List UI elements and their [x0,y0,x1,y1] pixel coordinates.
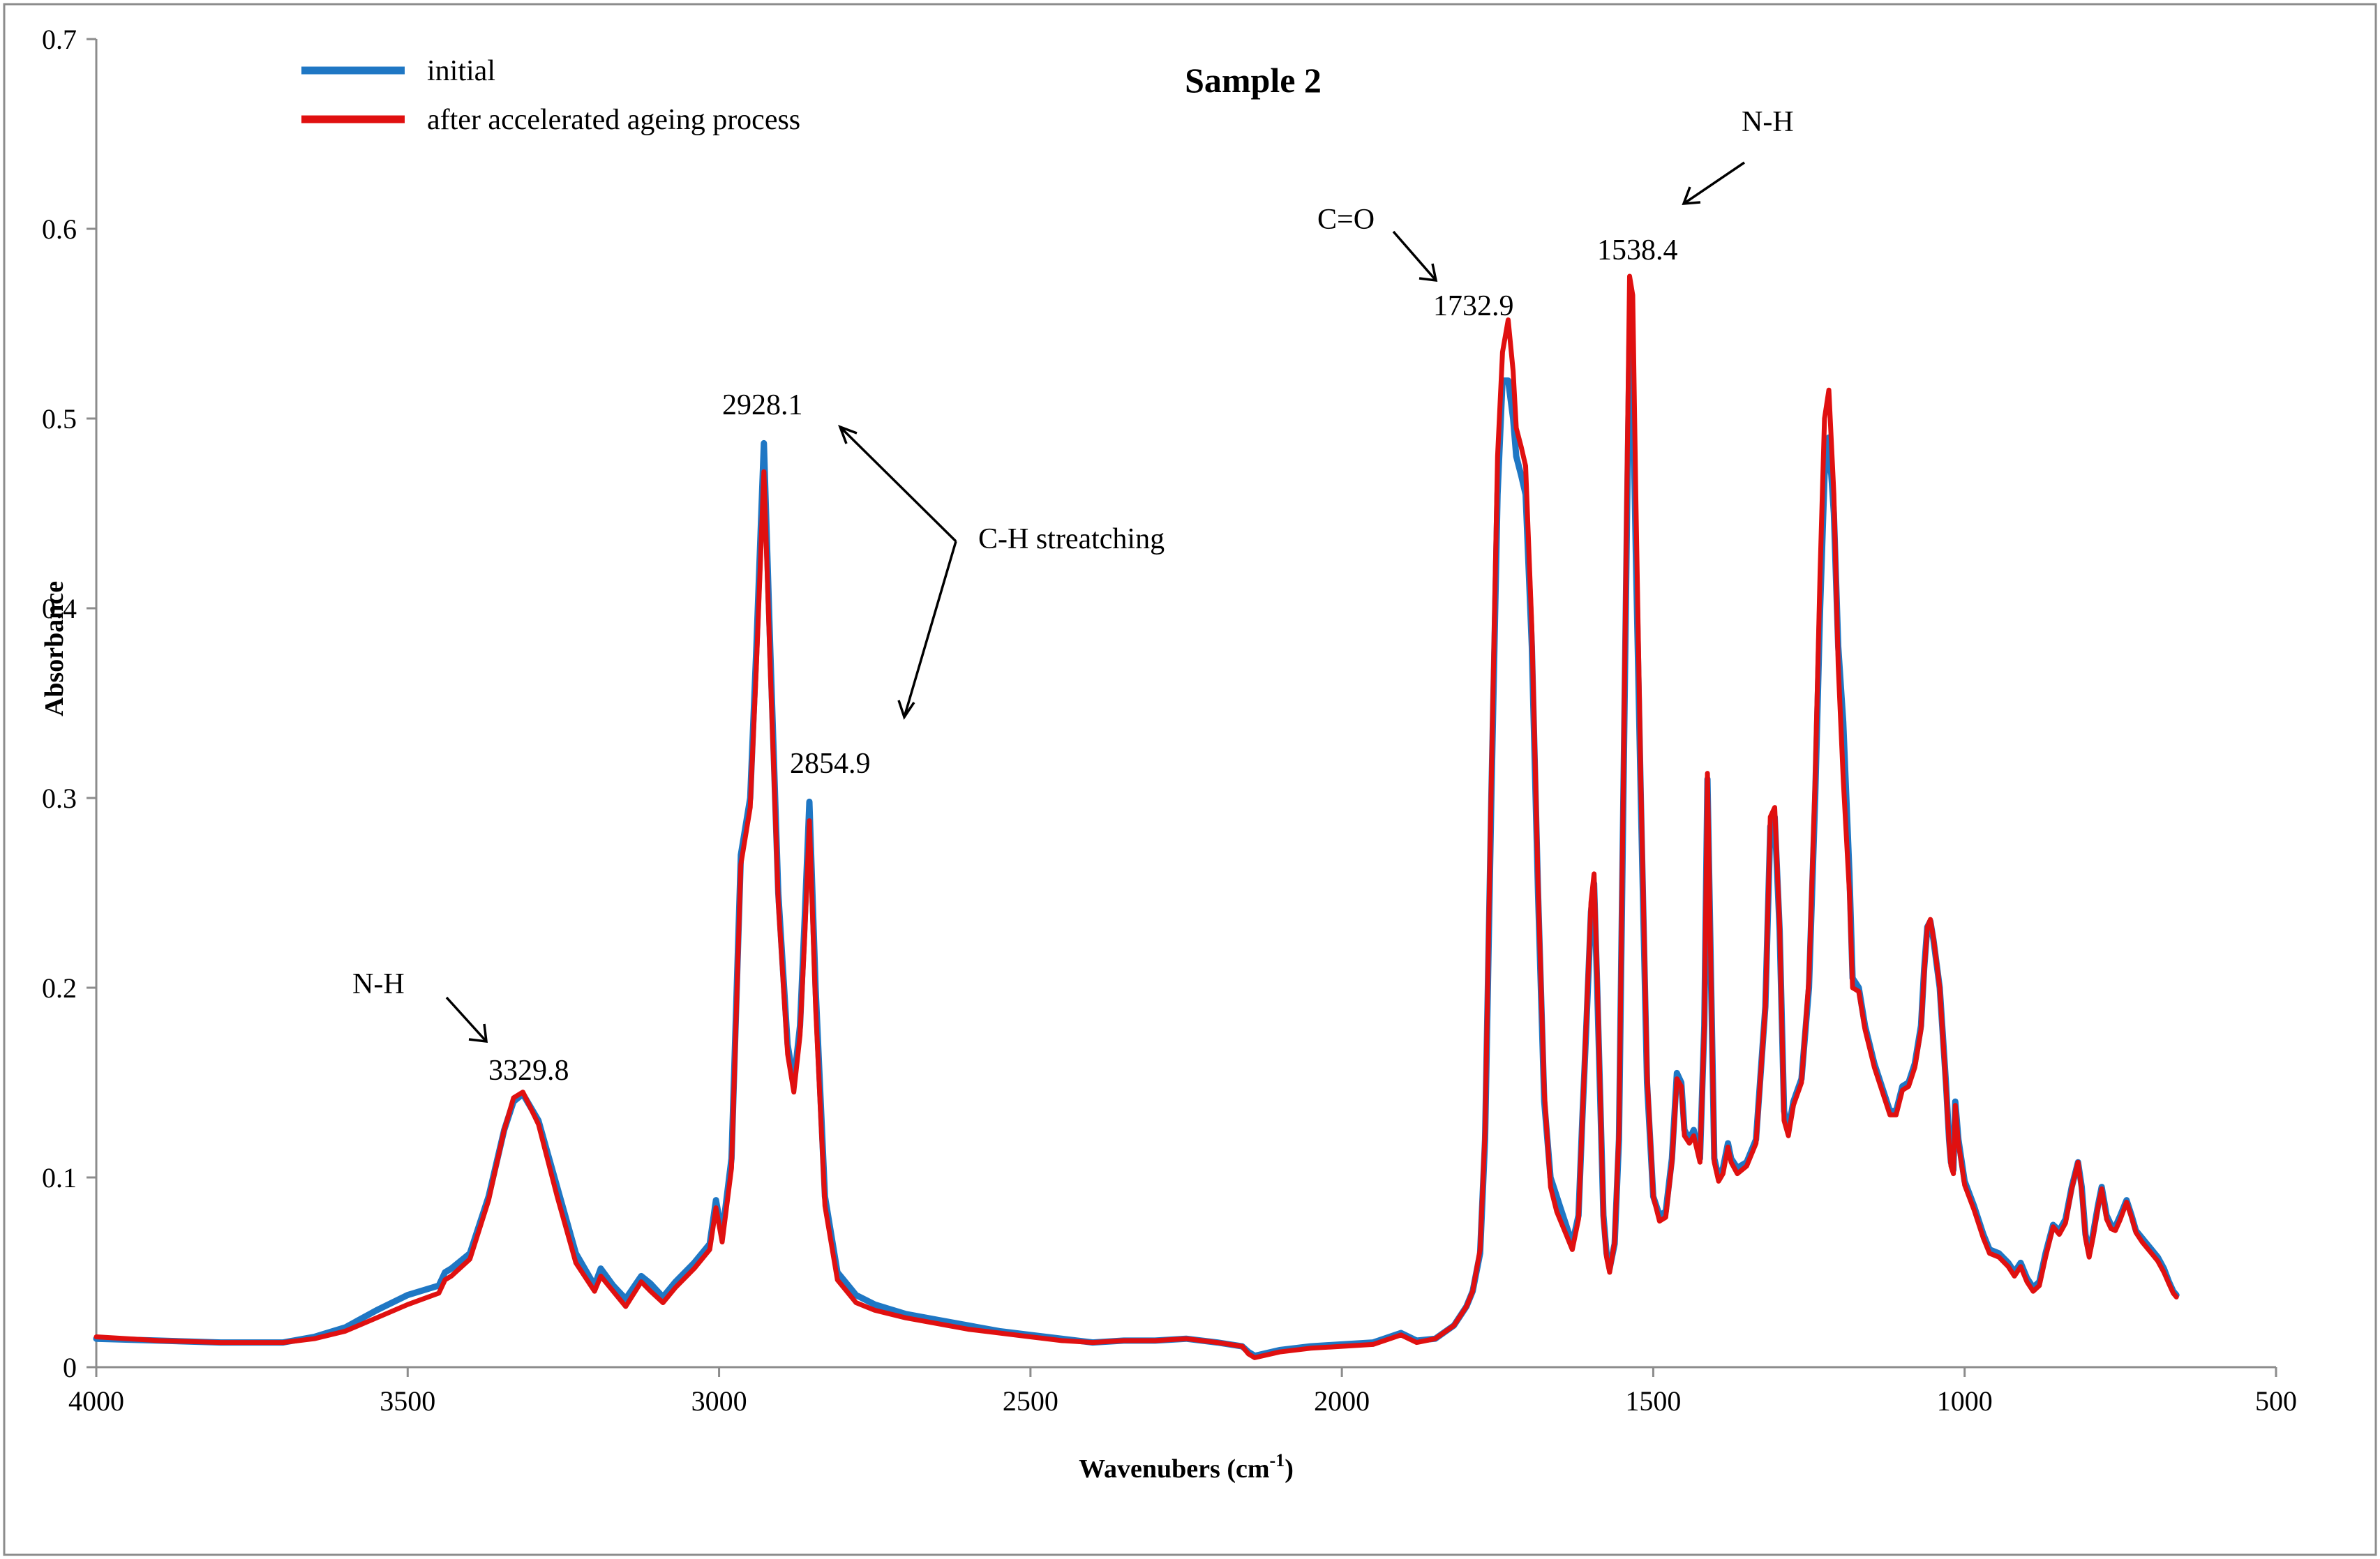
y-ticks: 0 0.1 0.2 0.3 0.4 0.5 0.6 0.7 [42,24,96,1383]
peak-label-3329: 3329.8 [488,1055,569,1087]
annotation-co-arrow [1392,230,1437,282]
annotation-ch-arrow-up [839,425,957,543]
chart-title: Sample 2 [1185,61,1322,100]
legend-label-aged: after accelerated ageing process [427,104,800,136]
annotation-ch-arrow-down [903,541,957,718]
series-group [93,273,2180,1360]
y-tick-label: 0.4 [42,593,77,624]
annotation-co-label: C=O [1317,204,1375,236]
y-tick-label: 0.7 [42,24,77,55]
x-tick-label: 4000 [68,1385,124,1417]
y-tick-label: 0 [63,1352,77,1383]
x-axis-title-end: ) [1285,1454,1294,1484]
annotation-nh-label-left: N-H [352,968,405,1000]
annotation-nh-label-right: N-H [1742,106,1794,138]
x-tick-label: 3500 [380,1385,435,1417]
x-tick-label: 1500 [1625,1385,1681,1417]
legend: initial after accelerated ageing process [301,55,800,136]
x-axis-title-main: Wavenubers (cm [1079,1454,1269,1484]
annotation-nh-arrow-left [445,996,488,1043]
y-tick-label: 0.3 [42,783,77,814]
x-tick-label: 500 [2255,1385,2297,1417]
peak-label-2854: 2854.9 [790,748,871,780]
series-line-initial [93,339,2180,1360]
chart-frame [3,3,2377,1556]
peak-label-1538: 1538.4 [1597,234,1678,266]
annotation-nh-arrowhead-left [468,1023,488,1044]
y-tick-label: 0.6 [42,213,77,245]
x-tick-label: 2000 [1314,1385,1370,1417]
annotation-co-arrowhead [1419,263,1438,283]
x-axis-title: Wavenubers (cm-1) [1079,1450,1294,1484]
x-tick-label: 3000 [691,1385,747,1417]
annotation-nh-arrow-right [1683,161,1745,205]
x-ticks: 4000 3500 3000 2500 2000 1500 1000 500 [68,1367,2297,1417]
legend-label-initial: initial [427,55,495,87]
y-tick-label: 0.2 [42,972,77,1004]
y-tick-label: 0.5 [42,403,77,435]
axes [95,39,2276,1369]
series-line-aged [93,273,2179,1360]
peak-label-1732: 1732.9 [1433,290,1514,322]
annotation-ch-arrowhead-up [838,425,858,444]
y-tick-label: 0.1 [42,1162,77,1193]
x-axis-title-sup: -1 [1270,1450,1285,1470]
peak-label-2928: 2928.1 [722,389,803,421]
annotation-ch-label: C-H streatching [978,523,1165,555]
annotation-nh-arrowhead-right [1682,186,1701,205]
x-tick-label: 1000 [1937,1385,1993,1417]
annotation-ch-arrowhead-down [897,700,915,720]
x-tick-label: 2500 [1003,1385,1058,1417]
annotations: N-H 3329.8 2928.1 2854.9 C-H streatching… [352,106,1794,1087]
y-axis-title: Absorbance [40,581,69,716]
